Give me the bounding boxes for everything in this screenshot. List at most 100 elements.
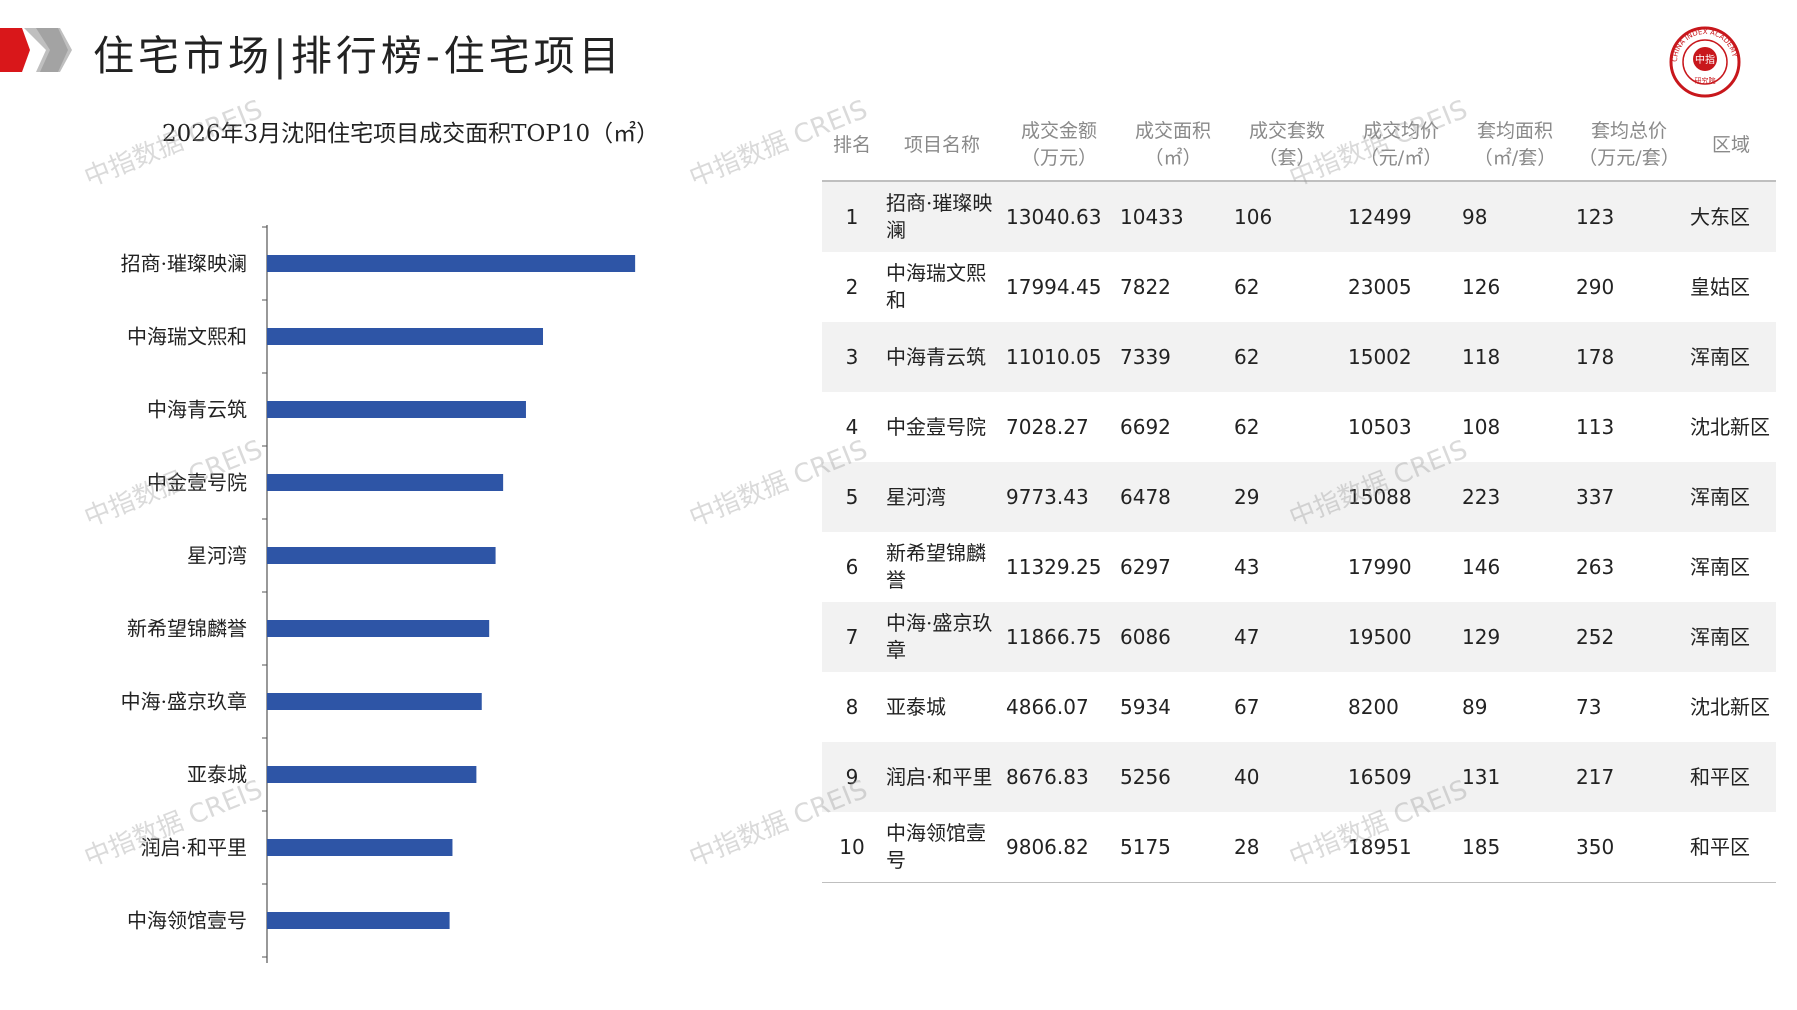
table-row: 7 中海·盛京玖章 11866.75 6086 47 19500 129 252 浑南区 [822,602,1776,672]
column-header: 成交均价 （元/㎡） [1344,110,1458,182]
bar-3 [267,401,526,418]
table-cell: 18951 [1344,812,1458,883]
column-header-line: （万元） [1020,147,1097,169]
table-cell: 浑南区 [1686,322,1776,392]
table-cell: 中海瑞文熙和 [886,261,986,312]
table-cell: 17994.45 [1006,274,1102,299]
category-label: 润启·和平里 [141,836,247,860]
table-cell: 和平区 [1686,742,1776,812]
table-cell: 10503 [1348,414,1412,439]
table-cell: 29 [1230,462,1344,532]
brand-logo-icon [0,28,72,72]
column-header: 项目名称 [882,110,1002,182]
category-label: 星河湾 [187,544,247,568]
column-header-line: 成交金额 [1020,120,1097,142]
table-cell: 178 [1572,322,1686,392]
table-cell: 126 [1462,274,1501,299]
category-label: 招商·璀璨映澜 [121,252,247,276]
table-cell: 7 [822,602,882,672]
table-cell: 亚泰城 [886,694,946,719]
column-header-line: （套） [1258,147,1316,169]
table-cell: 5 [822,462,882,532]
table-cell: 5256 [1116,742,1230,812]
table-cell: 89 [1462,694,1488,719]
table-cell: 40 [1230,742,1344,812]
bar-9 [267,839,453,856]
table-cell: 浑南区 [1686,462,1776,532]
table-cell: 5934 [1120,694,1171,719]
table-cell: 16509 [1344,742,1458,812]
table-cell: 润启·和平里 [882,742,1002,812]
table-cell: 和平区 [1686,812,1776,883]
table-cell: 28 [1230,812,1344,883]
table-cell: 263 [1576,554,1615,579]
table-row: 5 星河湾 9773.43 6478 29 15088 223 337 浑南区 [822,462,1776,532]
bar-chart: 招商·璀璨映澜中海瑞文熙和中海青云筑中金壹号院星河湾新希望锦麟誉中海·盛京玖章亚… [121,225,636,963]
table-cell: 62 [1234,414,1260,439]
table-cell: 47 [1230,602,1344,672]
table-cell: 108 [1462,414,1501,439]
column-header-line: 成交面积 [1134,120,1211,142]
table-cell: 67 [1234,694,1260,719]
table-cell: 113 [1576,414,1615,439]
bar-4 [267,474,504,491]
category-label: 中海瑞文熙和 [127,325,247,349]
table-cell: 129 [1458,602,1572,672]
table-row: 3 中海青云筑 11010.05 7339 62 15002 118 178 浑南区 [822,322,1776,392]
table-cell: 皇姑区 [1690,274,1750,299]
table-cell: 6297 [1120,554,1171,579]
table-cell: 15002 [1344,322,1458,392]
table-cell: 8 [845,694,859,719]
table-cell: 沈北新区 [1690,414,1770,439]
table-cell: 9 [822,742,882,812]
table-row: 4 中金壹号院 7028.27 6692 62 10503 108 113 沈北新区 [822,392,1776,462]
table-cell: 4866.07 [1006,694,1089,719]
table-cell: 337 [1572,462,1686,532]
column-header: 套均面积 （㎡/套） [1458,110,1572,182]
column-header-line: 成交套数 [1248,120,1325,142]
category-label: 中金壹号院 [147,471,247,495]
table-cell: 217 [1572,742,1686,812]
table-cell: 招商·璀璨映澜 [882,181,1002,252]
table-cell: 8676.83 [1002,742,1116,812]
table-cell: 15088 [1344,462,1458,532]
ranking-table: 排名 项目名称 成交金额 （万元） 成交面积 （㎡） 成交套数 （套） 成交均价 （元/㎡） 套均面… [822,110,1776,883]
table-cell: 146 [1462,554,1501,579]
table-cell: 17990 [1348,554,1412,579]
page-title: 住宅市场|排行榜-住宅项目 [93,32,624,80]
table-cell: 中海领馆壹号 [882,812,1002,883]
svg-text:研究院: 研究院 [1695,76,1716,85]
table-cell: 8200 [1348,694,1399,719]
table-row: 6 新希望锦麟誉 11329.25 6297 43 17990 146 263 浑南区 [822,532,1776,602]
table-cell: 252 [1572,602,1686,672]
column-header-line: （万元/套） [1578,147,1680,169]
table-cell: 131 [1458,742,1572,812]
column-header-line: 排名 [832,133,871,156]
column-header-line: 区域 [1711,133,1750,156]
column-header: 套均总价 （万元/套） [1572,110,1686,182]
table-cell: 大东区 [1686,181,1776,252]
table-cell: 5175 [1116,812,1230,883]
table-row: 8 亚泰城 4866.07 5934 67 8200 89 73 沈北新区 [822,672,1776,742]
category-label: 新希望锦麟誉 [127,617,247,641]
table-cell: 223 [1458,462,1572,532]
table-cell: 浑南区 [1690,554,1750,579]
table-cell: 11010.05 [1002,322,1116,392]
table-cell: 10 [822,812,882,883]
table-cell: 12499 [1344,181,1458,252]
table-row: 2 中海瑞文熙和 17994.45 7822 62 23005 126 290 皇姑区 [822,252,1776,322]
column-header-line: （㎡/套） [1473,147,1557,169]
table-cell: 98 [1458,181,1572,252]
table-cell: 沈北新区 [1690,694,1770,719]
table-cell: 106 [1230,181,1344,252]
table-cell: 19500 [1344,602,1458,672]
bar-10 [267,912,450,929]
table-cell: 9773.43 [1002,462,1116,532]
table-cell: 浑南区 [1686,602,1776,672]
column-header: 排名 [822,110,882,182]
bar-8 [267,766,477,783]
china-index-academy-seal-icon: CHINA INDEX ACADEMY 中指 研究院 [1669,26,1741,98]
column-header: 成交套数 （套） [1230,110,1344,182]
table-cell: 6692 [1120,414,1171,439]
column-header-line: 套均面积 [1476,120,1553,142]
